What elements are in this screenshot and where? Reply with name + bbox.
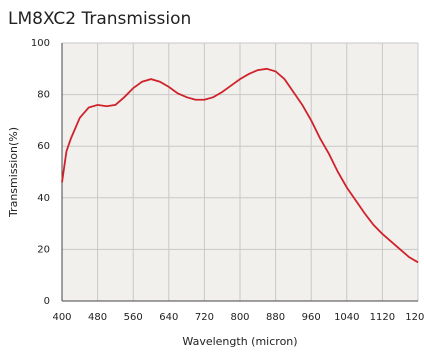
- x-tick-label: 1200: [405, 312, 424, 323]
- y-axis-label: Transmission(%): [7, 127, 20, 218]
- x-tick-label: 640: [159, 312, 178, 323]
- y-tick-label: 100: [31, 38, 50, 49]
- chart-title: LM8XC2 Transmission: [8, 9, 191, 29]
- x-tick-label: 720: [195, 312, 214, 323]
- y-tick-label: 80: [37, 90, 50, 101]
- x-tick-label: 1120: [370, 312, 395, 323]
- x-tick-label: 400: [52, 312, 71, 323]
- y-tick-label: 60: [37, 141, 50, 152]
- y-tick-label: 40: [37, 193, 50, 204]
- x-tick-label: 1040: [334, 312, 359, 323]
- y-tick-label: 20: [37, 244, 50, 255]
- x-tick-label: 560: [124, 312, 143, 323]
- x-tick-label: 800: [230, 312, 249, 323]
- x-tick-label: 880: [266, 312, 285, 323]
- x-tick-label: 480: [88, 312, 107, 323]
- x-axis-label: Wavelength (micron): [182, 335, 297, 348]
- y-tick-label: 0: [44, 296, 50, 307]
- data-line: [61, 67, 419, 264]
- x-tick-label: 960: [302, 312, 321, 323]
